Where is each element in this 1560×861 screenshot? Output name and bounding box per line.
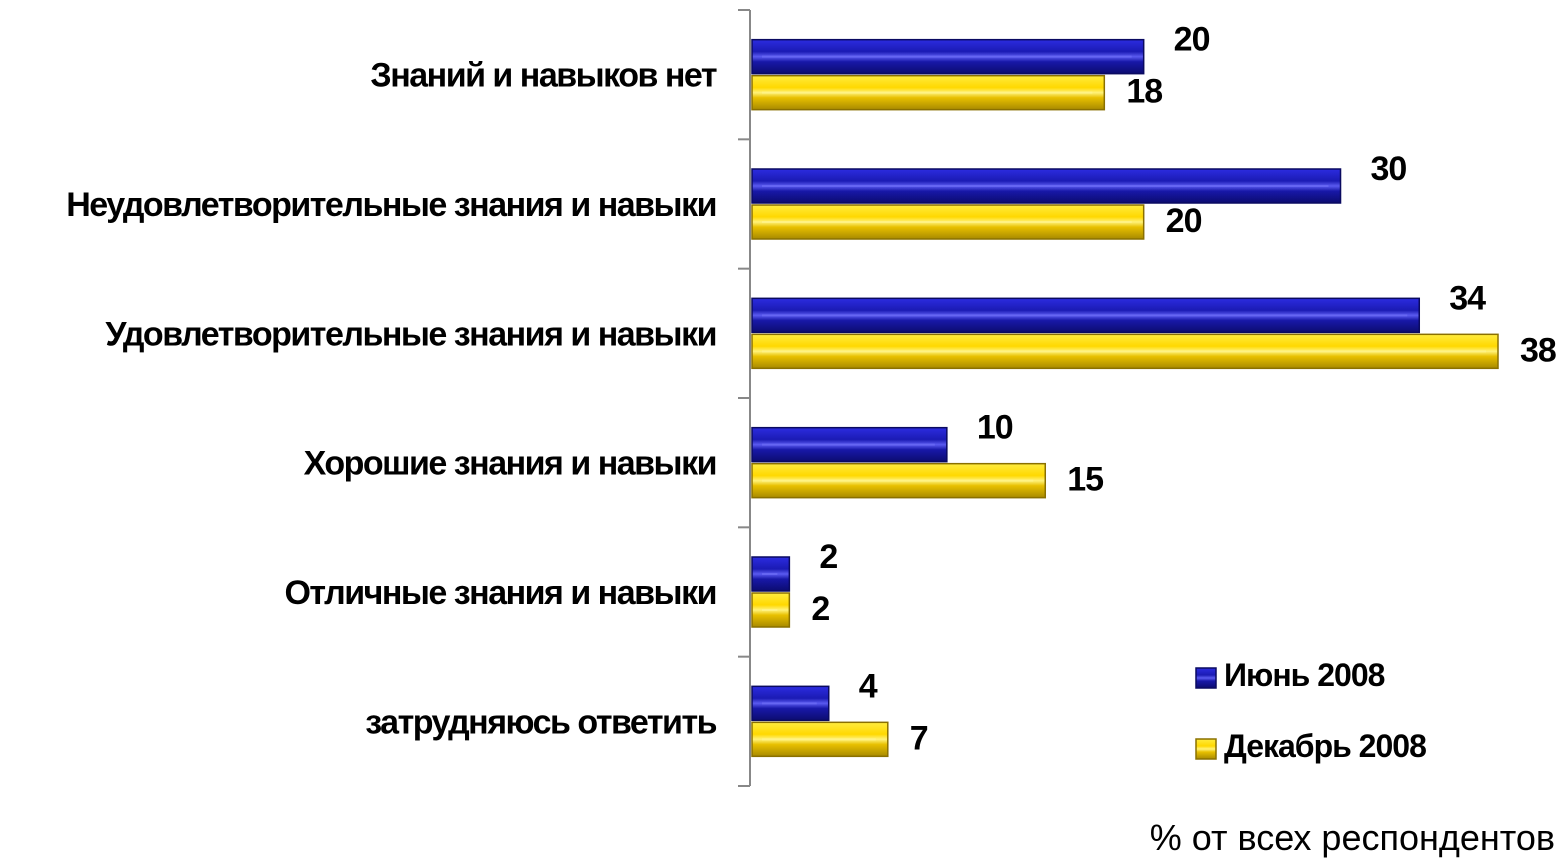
data-label: 10 [977,409,1013,447]
legend-swatch [1195,667,1217,689]
bar [751,38,1145,75]
legend-label: Декабрь 2008 [1224,728,1426,764]
bar [751,462,1047,499]
legend-swatch [1195,738,1217,760]
category-label: Неудовлетворительные знания и навыки [66,186,716,224]
data-label: 7 [910,719,928,757]
bars [751,38,1499,758]
bar [751,168,1342,204]
legend-entry: Декабрь 2008 [1195,728,1427,764]
bar [751,556,791,592]
bar [751,426,948,463]
unit-label: % от всех респондентов [1150,817,1555,858]
data-label: 4 [859,667,878,705]
legend-label: Июнь 2008 [1224,657,1385,693]
data-label: 18 [1126,73,1162,111]
category-label: Отличные знания и навыки [284,574,716,612]
category-label: затрудняюсь ответить [365,703,716,741]
data-label: 20 [1174,21,1210,59]
data-label: 34 [1449,279,1486,317]
category-label: Удовлетворительные знания и навыки [105,315,716,353]
data-label: 38 [1520,331,1556,369]
labels: Знаний и навыков нет 20 18 Неудовлетворител… [66,21,1557,758]
bar [751,204,1145,240]
data-label: 2 [819,538,837,576]
data-label: 15 [1067,461,1103,499]
data-label: 20 [1166,202,1202,240]
legend: Июнь 2008 Декабрь 2008 [1195,657,1427,764]
data-label: 2 [811,590,829,628]
y-axis [738,9,751,787]
category-label: Знаний и навыков нет [370,57,716,95]
data-label: 30 [1371,150,1407,188]
bar [751,721,889,758]
bar [751,74,1106,111]
bar [751,685,830,722]
category-label: Хорошие знания и навыки [304,445,716,483]
bar [751,592,791,628]
bar [751,297,1421,334]
bar [751,333,1499,370]
legend-entry: Июнь 2008 [1195,657,1386,693]
